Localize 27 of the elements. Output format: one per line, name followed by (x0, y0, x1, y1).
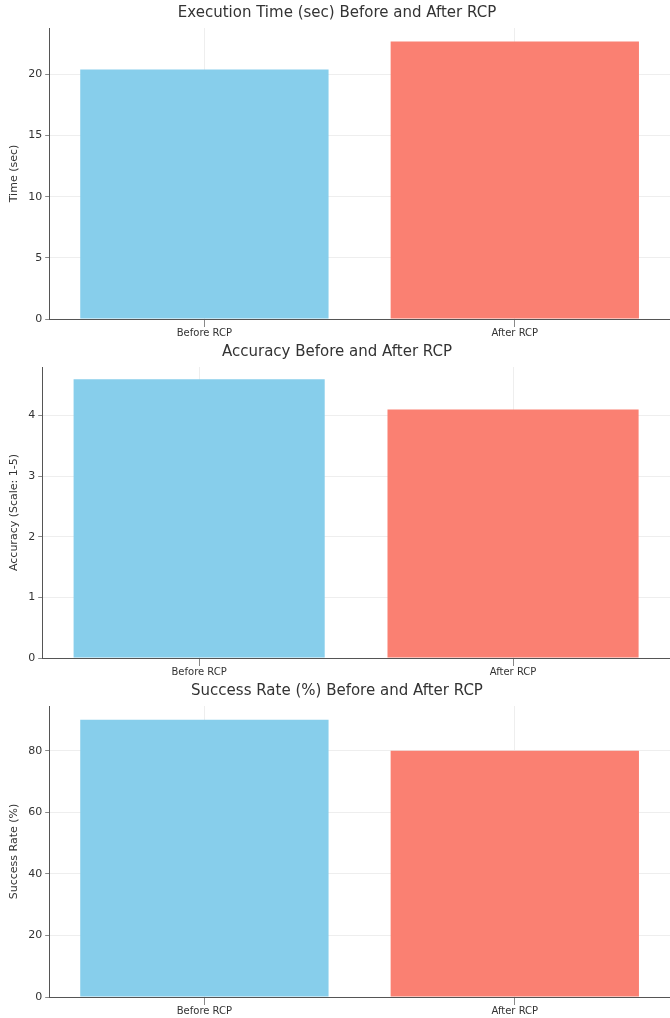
x-tick-label: Before RCP (176, 1004, 233, 1016)
y-tick-label: 1 (28, 590, 36, 604)
chart-title: Execution Time (sec) Before and After RCP (177, 2, 497, 21)
y-tick-label: 20 (28, 67, 43, 81)
y-tick-label: 40 (28, 866, 43, 880)
y-tick-label: 20 (28, 928, 43, 942)
x-tick-label: After RCP (491, 326, 539, 338)
chart-title: Success Rate (%) Before and After RCP (191, 680, 483, 699)
x-tick-label: After RCP (491, 1004, 539, 1016)
y-tick-label: 0 (28, 650, 36, 664)
y-tick-label: 80 (28, 743, 43, 757)
y-tick-label: 0 (35, 311, 43, 325)
y-axis-title: Accuracy (Scale: 1-5) (7, 453, 21, 572)
y-tick-label: 5 (35, 250, 43, 264)
y-tick-label: 60 (28, 805, 43, 819)
x-tick-label: Before RCP (176, 326, 233, 338)
x-tick-label: After RCP (489, 665, 537, 677)
y-axis-title: Success Rate (%) (7, 803, 21, 900)
y-tick-label: 2 (28, 529, 36, 543)
x-tick-label: Before RCP (171, 665, 227, 677)
y-tick-label: 0 (35, 989, 43, 1003)
y-tick-label: 3 (28, 468, 36, 482)
y-tick-label: 15 (28, 128, 43, 142)
y-axis-title: Time (sec) (7, 144, 21, 204)
y-tick-label: 10 (28, 189, 43, 203)
chart-title: Accuracy Before and After RCP (221, 341, 453, 360)
y-tick-label: 4 (28, 408, 36, 422)
